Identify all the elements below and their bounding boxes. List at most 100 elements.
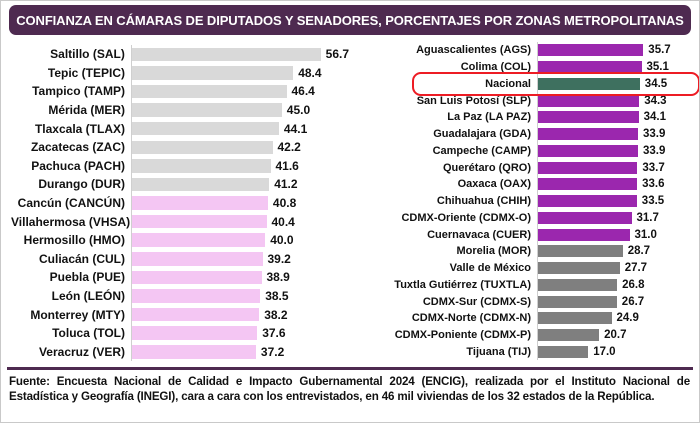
- value-label: 26.7: [621, 295, 645, 308]
- category-label: Colima (COL): [460, 61, 531, 74]
- category-label: Guadalajara (GDA): [433, 128, 531, 141]
- value-bar: [538, 94, 640, 107]
- value-label: 34.1: [643, 111, 666, 124]
- value-bar: [538, 312, 612, 325]
- chart-row: Oaxaca (OAX) 33.6: [359, 176, 697, 193]
- value-bar: [538, 77, 640, 90]
- value-label: 38.2: [264, 307, 288, 322]
- value-bar: [132, 345, 256, 359]
- category-label: Toluca (TOL): [52, 326, 125, 341]
- category-label: Oaxaca (OAX): [457, 178, 531, 191]
- value-label: 24.9: [616, 312, 639, 325]
- value-label: 41.2: [274, 177, 298, 192]
- chart-title: CONFIANZA EN CÁMARAS DE DIPUTADOS Y SENA…: [9, 5, 691, 35]
- chart-row: Villahermosa (VHSA) 40.4: [11, 212, 349, 231]
- category-label: Morelia (MOR): [456, 245, 531, 258]
- chart-row: Nacional 34.5: [359, 72, 699, 96]
- chart-row: Campeche (CAMP) 33.9: [359, 142, 697, 160]
- bar-track: 38.2: [131, 305, 349, 324]
- bar-track: 24.9: [537, 310, 697, 327]
- chart-row: Querétaro (QRO) 33.7: [359, 159, 697, 176]
- value-bar: [132, 307, 260, 322]
- value-bar: [132, 159, 271, 173]
- value-bar: [132, 196, 268, 210]
- category-label: Querétaro (QRO): [442, 161, 531, 174]
- footer-divider: [7, 367, 693, 370]
- value-label: 34.3: [644, 94, 667, 107]
- value-bar: [538, 178, 638, 191]
- category-label: Hermosillo (HMO): [23, 233, 125, 248]
- category-label: Culiacán (CUL): [38, 251, 125, 266]
- chart-row: Veracruz (VER) 37.2: [11, 342, 349, 362]
- value-label: 26.8: [622, 278, 645, 291]
- bar-track: 41.6: [131, 156, 349, 176]
- bar-track: 37.6: [131, 323, 349, 343]
- category-label: Pachuca (PACH): [31, 158, 125, 173]
- category-label: Monterrey (MTY): [30, 307, 125, 322]
- value-bar: [132, 270, 262, 285]
- category-label: León (LEÓN): [51, 289, 125, 304]
- chart-row: CDMX-Sur (CDMX-S) 26.7: [359, 293, 697, 310]
- bar-track: 33.9: [537, 125, 697, 143]
- chart-row: León (LEÓN) 38.5: [11, 286, 349, 306]
- value-label: 46.4: [291, 84, 315, 99]
- chart-row: Tuxtla Gutiérrez (TUXTLA) 26.8: [359, 276, 697, 294]
- value-label: 33.5: [641, 195, 665, 208]
- category-label: San Luis Potosí (SLP): [416, 94, 531, 107]
- bar-track: 44.1: [131, 119, 349, 138]
- bar-track: 20.7: [537, 326, 697, 344]
- category-label: Puebla (PUE): [49, 270, 125, 285]
- category-label: Tijuana (TIJ): [466, 345, 531, 358]
- value-label: 35.1: [646, 61, 669, 74]
- bar-track: 46.4: [131, 82, 349, 101]
- value-bar: [538, 329, 600, 342]
- chart-row: Tijuana (TIJ) 17.0: [359, 343, 697, 361]
- value-bar: [538, 345, 589, 358]
- value-label: 28.7: [627, 245, 651, 258]
- left-chart-panel: Saltillo (SAL) 56.7 Tepic (TEPIC) 48.4 T…: [11, 45, 349, 362]
- value-bar: [538, 228, 630, 241]
- category-label: Durango (DUR): [38, 177, 125, 192]
- category-label: Veracruz (VER): [38, 344, 125, 359]
- chart-row: San Luis Potosí (SLP) 34.3: [359, 92, 697, 109]
- value-bar: [538, 211, 632, 224]
- value-bar: [132, 214, 267, 229]
- chart-row: Aguascalientes (AGS) 35.7: [359, 42, 697, 59]
- bar-track: 41.2: [131, 175, 349, 194]
- value-bar: [538, 262, 620, 275]
- category-label: La Paz (LA PAZ): [447, 111, 531, 124]
- value-bar: [538, 111, 639, 124]
- chart-row: Valle de México 27.7: [359, 259, 697, 277]
- chart-row: Tampico (TAMP) 46.4: [11, 82, 349, 101]
- chart-row: Pachuca (PACH) 41.6: [11, 156, 349, 176]
- chart-row: Toluca (TOL) 37.6: [11, 323, 349, 343]
- category-label: Mérida (MER): [48, 103, 125, 118]
- category-label: Zacatecas (ZAC): [30, 140, 125, 155]
- chart-row: Morelia (MOR) 28.7: [359, 243, 697, 260]
- value-bar: [538, 195, 637, 208]
- value-bar: [538, 245, 623, 258]
- right-chart-panel: Aguascalientes (AGS) 35.7 Colima (COL) 3…: [359, 42, 699, 361]
- chart-row: Puebla (PUE) 38.9: [11, 268, 349, 287]
- bar-track: 28.7: [537, 243, 697, 260]
- value-label: 31.0: [634, 228, 657, 241]
- bar-track: 45.0: [131, 100, 349, 120]
- bar-track: 37.2: [131, 342, 349, 362]
- value-label: 37.2: [260, 344, 285, 359]
- value-label: 33.9: [643, 144, 666, 157]
- bar-track: 34.1: [537, 109, 697, 126]
- bar-track: 48.4: [131, 63, 349, 83]
- category-label: Cancún (CANCÚN): [17, 196, 125, 211]
- value-bar: [131, 47, 321, 62]
- value-label: 45.0: [286, 103, 311, 118]
- chart-row: Culiacán (CUL) 39.2: [11, 249, 349, 269]
- bar-track: 38.9: [131, 268, 349, 287]
- bar-track: 33.6: [537, 176, 697, 193]
- value-bar: [132, 252, 263, 266]
- chart-row: Guadalajara (GDA) 33.9: [359, 125, 697, 143]
- bar-track: 40.8: [131, 193, 349, 213]
- value-bar: [132, 177, 270, 192]
- bar-track: 42.2: [131, 137, 349, 157]
- category-label: CDMX-Sur (CDMX-S): [422, 295, 531, 308]
- value-label: 40.0: [270, 233, 294, 248]
